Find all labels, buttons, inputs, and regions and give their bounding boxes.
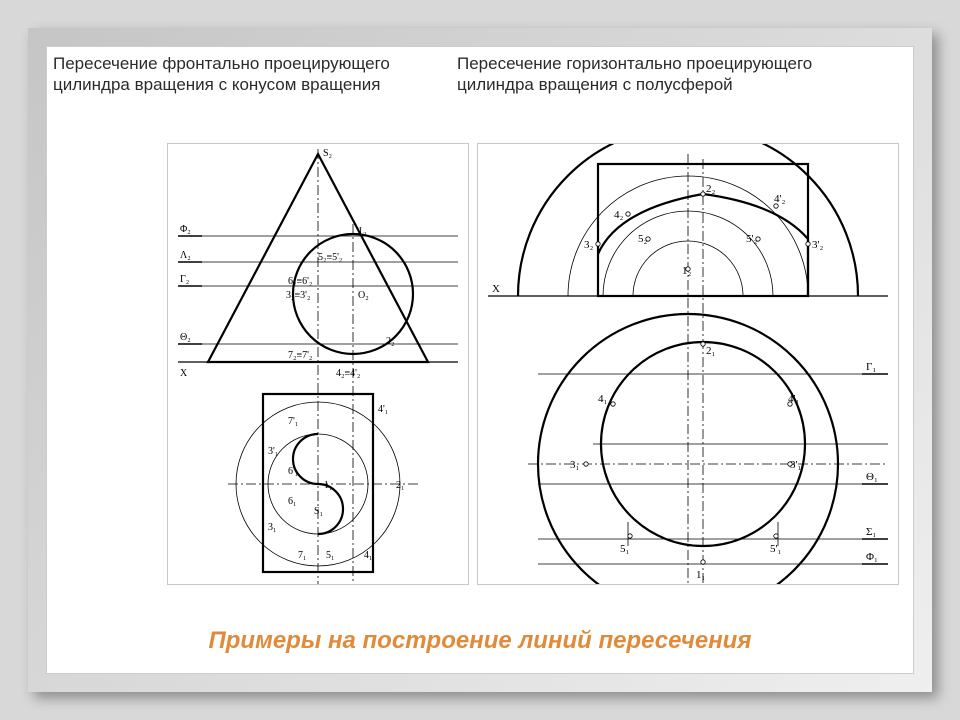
- svg-text:Γ₂: Γ₂: [180, 274, 189, 285]
- svg-text:Θ₂: Θ₂: [180, 332, 191, 343]
- svg-text:S₁: S₁: [314, 506, 323, 517]
- svg-text:3₁: 3₁: [570, 459, 580, 471]
- svg-text:3'₁: 3'₁: [790, 459, 801, 471]
- svg-text:2₁: 2₁: [396, 480, 405, 491]
- svg-text:S₂: S₂: [323, 148, 332, 159]
- caption-right: Пересечение горизонтально проецирующего …: [457, 53, 877, 96]
- svg-text:1₂: 1₂: [358, 226, 367, 237]
- svg-text:5'₁: 5'₁: [770, 543, 781, 555]
- slide-inner: Пересечение фронтально проецирующего цил…: [46, 46, 914, 674]
- svg-text:Φ₁: Φ₁: [866, 551, 878, 563]
- svg-text:2₂: 2₂: [386, 336, 395, 347]
- svg-text:Θ₁: Θ₁: [866, 471, 878, 483]
- svg-text:4'₂: 4'₂: [774, 193, 785, 205]
- figure-right: X 2₂ 4'₂ 4₂ 3₂ 3'₂ 5₂ 5'₂ 1₂ 2₁ 4₁ 4'₁ 3…: [477, 143, 899, 585]
- svg-text:4₁: 4₁: [364, 550, 373, 561]
- svg-text:1₂: 1₂: [682, 265, 692, 277]
- svg-text:3₁: 3₁: [268, 522, 277, 533]
- svg-text:4'₁: 4'₁: [788, 393, 799, 405]
- svg-text:7₂≡7'₂: 7₂≡7'₂: [288, 350, 312, 361]
- svg-text:6'₁: 6'₁: [288, 466, 298, 477]
- svg-text:5₂≡5'₂: 5₂≡5'₂: [318, 252, 342, 263]
- svg-text:5₁: 5₁: [620, 543, 630, 555]
- svg-text:Λ₂: Λ₂: [180, 250, 191, 261]
- svg-text:5₁: 5₁: [326, 550, 335, 561]
- svg-text:2₂: 2₂: [706, 183, 716, 195]
- svg-text:X: X: [180, 368, 188, 379]
- caption-left: Пересечение фронтально проецирующего цил…: [53, 53, 393, 96]
- svg-text:7'₁: 7'₁: [288, 416, 298, 427]
- svg-text:4₂: 4₂: [614, 209, 624, 221]
- svg-text:1₁: 1₁: [696, 569, 706, 581]
- svg-text:6₁: 6₁: [288, 496, 297, 507]
- svg-text:4₂≡4'₂: 4₂≡4'₂: [336, 368, 360, 379]
- svg-text:5₂: 5₂: [638, 233, 648, 245]
- svg-text:3'₂: 3'₂: [812, 239, 823, 251]
- figure-left: Φ₂ Λ₂ Γ₂ Θ₂ X S₂ 1₂ 5₂≡5'₂ 6₂≡6'₂ 3₂≡3'₂…: [167, 143, 469, 585]
- svg-text:3₂: 3₂: [584, 239, 594, 251]
- svg-text:Φ₂: Φ₂: [180, 224, 191, 235]
- svg-text:6₂≡6'₂: 6₂≡6'₂: [288, 276, 312, 287]
- svg-text:Γ₁: Γ₁: [866, 361, 876, 373]
- bottom-title: Примеры на построение линий пересечения: [47, 627, 913, 655]
- svg-text:4₁: 4₁: [598, 393, 608, 405]
- svg-text:X: X: [492, 283, 500, 295]
- svg-text:7₁: 7₁: [298, 550, 307, 561]
- svg-text:4'₁: 4'₁: [378, 404, 388, 415]
- right-svg: X 2₂ 4'₂ 4₂ 3₂ 3'₂ 5₂ 5'₂ 1₂ 2₁ 4₁ 4'₁ 3…: [478, 144, 898, 584]
- left-svg: Φ₂ Λ₂ Γ₂ Θ₂ X S₂ 1₂ 5₂≡5'₂ 6₂≡6'₂ 3₂≡3'₂…: [168, 144, 468, 584]
- svg-text:1₁: 1₁: [324, 480, 333, 491]
- slide-card: Пересечение фронтально проецирующего цил…: [28, 28, 932, 692]
- svg-text:O₂: O₂: [358, 290, 369, 301]
- svg-text:3₂≡3'₂: 3₂≡3'₂: [286, 290, 310, 301]
- svg-text:3'₁: 3'₁: [268, 446, 278, 457]
- svg-text:Σ₁: Σ₁: [866, 526, 876, 538]
- svg-text:2₁: 2₁: [706, 345, 716, 357]
- svg-text:5'₂: 5'₂: [746, 233, 757, 245]
